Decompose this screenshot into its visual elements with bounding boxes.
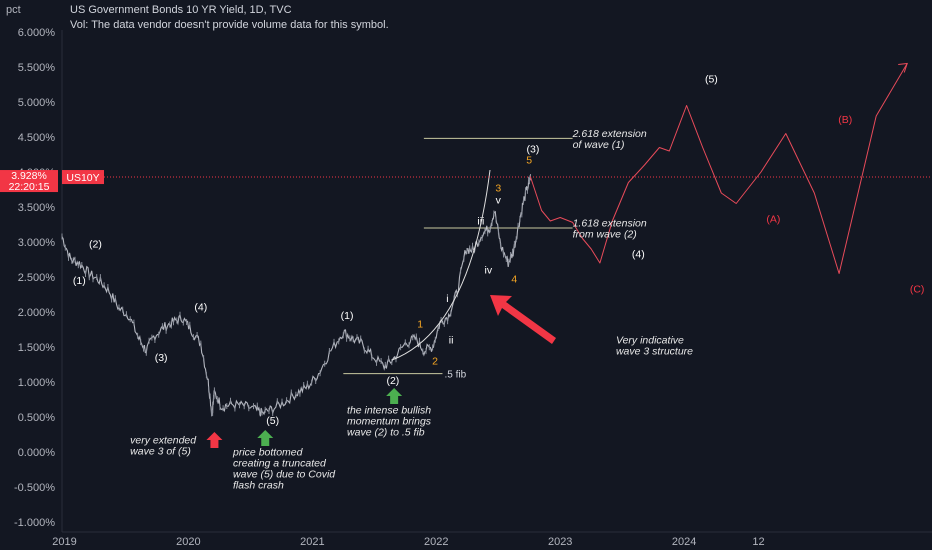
y-tick-label: 3.000% [18, 237, 56, 249]
wave-label: (3) [527, 143, 540, 155]
annotation-line: from wave (2) [573, 229, 637, 241]
wave-label: (C) [910, 283, 925, 295]
wave-label: (B) [838, 114, 852, 126]
wave-label: 3 [495, 183, 501, 195]
annotation-line: 1.618 extension [573, 218, 647, 230]
y-tick-label: 5.000% [18, 97, 56, 109]
y-tick-label: 4.500% [18, 132, 56, 144]
annotation-line: very extended [130, 435, 197, 447]
annotation-text: Very indicative wave 3 structure [616, 335, 693, 358]
annotation-text: price bottomed creating a truncated wave (… [232, 447, 336, 492]
wave-label: (4) [194, 302, 207, 314]
projection-arrowhead [898, 62, 908, 73]
y-tick-label: -0.500% [14, 482, 55, 494]
y-tick-label: 3.500% [18, 202, 56, 214]
annotation-line: wave (5) due to Covid [233, 469, 336, 481]
wave-label: (5) [266, 415, 279, 427]
annotation-line: Very indicative [616, 335, 684, 347]
annotation-line: wave 3 structure [616, 346, 693, 358]
x-tick-label: 2020 [176, 536, 200, 548]
x-tick-label: 2023 [548, 536, 572, 548]
wave3-arc [391, 169, 491, 361]
price-tag-box [0, 170, 58, 193]
x-tick-label: 2024 [672, 536, 696, 548]
y-tick-label: 6.000% [18, 27, 56, 39]
wave-label: 4 [511, 274, 517, 286]
y-tick-label: 5.500% [18, 62, 56, 74]
symbol-tag-box [62, 170, 104, 185]
y-tick-labels: 6.000%5.500%5.000%4.500%4.000%3.500%3.00… [14, 27, 55, 529]
wave-label: (3) [155, 352, 168, 364]
y-unit-label: pct [6, 4, 21, 16]
annotation-line: the intense bullish [347, 405, 431, 417]
red-pointer-arrow [490, 295, 556, 344]
wave-label: (1) [341, 310, 354, 322]
wave-label: (4) [632, 248, 645, 260]
wave-label: iv [485, 265, 493, 277]
wave-label: (A) [766, 213, 780, 225]
price-wicks [61, 174, 531, 417]
price-tag-countdown: 22:20:15 [9, 181, 50, 193]
annotation-line: momentum brings [347, 416, 432, 428]
wave-label: (2) [89, 239, 102, 251]
green-up-arrow [257, 430, 274, 446]
x-tick-label: 2019 [52, 536, 76, 548]
y-tick-label: 1.500% [18, 342, 56, 354]
annotation-text: 2.618 extension of wave (1) [572, 128, 647, 151]
volume-note: Vol: The data vendor doesn't provide vol… [70, 19, 389, 31]
red-up-arrow [206, 432, 223, 448]
symbol-tag: US10Y [66, 172, 99, 184]
wave-label: 5 [526, 155, 532, 167]
annotation-line: of wave (1) [573, 139, 625, 151]
annotation-line: 2.618 extension [572, 128, 647, 140]
y-tick-label: 0.000% [18, 447, 56, 459]
chart-title: US Government Bonds 10 YR Yield, 1D, TVC [70, 4, 292, 16]
wave-label: 1 [417, 318, 423, 330]
wave-label: (2) [386, 375, 399, 387]
annotation-line: wave (2) to .5 fib [347, 427, 425, 439]
wave-label: iii [477, 216, 484, 228]
y-tick-label: 0.500% [18, 412, 56, 424]
annotation-line: flash crash [233, 480, 284, 492]
annotation-text: 1.618 extension from wave (2) [573, 218, 647, 241]
wave-labels: (1)(2)(3)(4)(5)(1)(2)12iiiiiiivv34(3)5(4… [73, 73, 924, 427]
wave-label: 2 [432, 356, 438, 368]
wave-label: (1) [73, 275, 86, 287]
annotation-line: wave 3 of (5) [130, 446, 191, 458]
fib-label-half: .5 fib [444, 370, 466, 381]
wave-label: i [446, 293, 448, 305]
x-tick-labels: 2019 2020 2021 2022 2023 2024 12 [52, 536, 764, 548]
annotation-line: price bottomed [232, 447, 304, 459]
y-tick-label: 2.000% [18, 307, 56, 319]
annotation-text: very extended wave 3 of (5) [130, 435, 197, 458]
projection-path [530, 63, 908, 274]
y-tick-label: 2.500% [18, 272, 56, 284]
annotation-text: the intense bullish momentum brings wave (… [347, 405, 432, 439]
wave-label: ii [449, 335, 454, 347]
x-tick-label: 12 [752, 536, 764, 548]
y-tick-label: 1.000% [18, 377, 56, 389]
green-up-arrow-wave2 [386, 388, 403, 404]
wave-label: v [496, 195, 502, 207]
wave-label: (5) [705, 73, 718, 85]
price-tag-value: 3.928% [11, 170, 47, 182]
annotations: very extended wave 3 of (5) price bottomed… [130, 128, 693, 492]
annotation-line: creating a truncated [233, 458, 327, 470]
x-tick-label: 2021 [300, 536, 324, 548]
y-tick-label: -1.000% [14, 517, 55, 529]
x-tick-label: 2022 [424, 536, 448, 548]
